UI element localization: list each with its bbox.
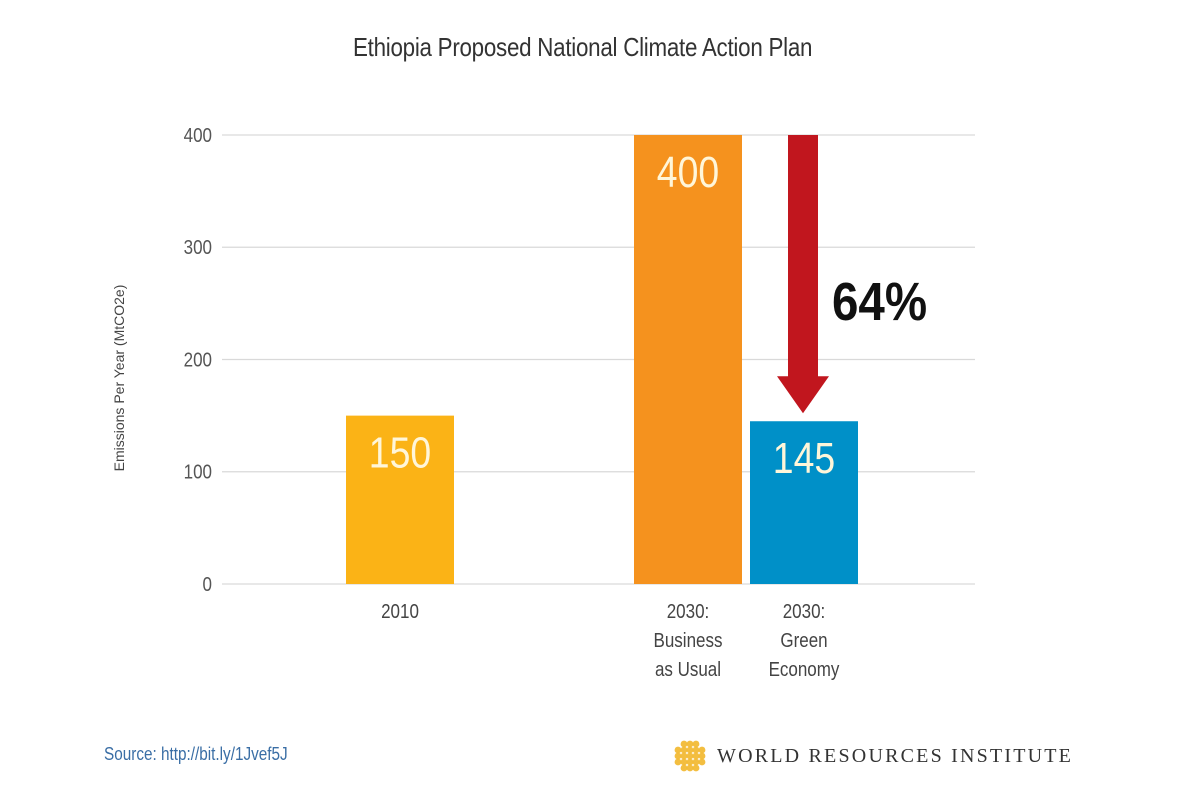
sun-dot <box>698 746 706 754</box>
bars: 150 400 145 <box>346 135 858 584</box>
sun-dot <box>698 758 706 766</box>
x-tick-label: Economy <box>769 658 840 681</box>
sun-dot <box>674 746 682 754</box>
sun-dot <box>686 764 694 772</box>
chart-title: Ethiopia Proposed National Climate Actio… <box>352 32 813 62</box>
y-tick-label: 200 <box>184 348 212 371</box>
sun-dot <box>692 764 700 772</box>
bar <box>634 135 742 584</box>
sun-dot <box>674 758 682 766</box>
sun-dot <box>686 746 694 754</box>
y-axis-label: Emissions Per Year (MtCO2e) <box>111 285 127 472</box>
sun-dot <box>680 764 688 772</box>
bar-value-label: 150 <box>369 428 431 478</box>
bar <box>750 421 858 584</box>
sun-dot <box>692 740 700 748</box>
sun-dot <box>680 746 688 754</box>
bar-value-label: 400 <box>657 147 719 197</box>
x-tick-label: 2030: <box>783 600 826 623</box>
gridlines <box>222 134 975 585</box>
sun-dot <box>680 752 688 760</box>
x-tick-label: 2030: <box>667 600 710 623</box>
y-tick-label: 400 <box>184 124 212 147</box>
x-tick-label: as Usual <box>655 658 721 681</box>
sun-dot <box>686 758 694 766</box>
sun-dot <box>680 740 688 748</box>
x-axis-labels: 2010 2030: Business as Usual 2030: Green Econo… <box>381 600 840 681</box>
sun-dot <box>698 752 706 760</box>
bar-value-label: 145 <box>773 433 835 483</box>
sun-dot <box>692 758 700 766</box>
reduction-annotation: 64% <box>777 135 927 414</box>
sun-dot <box>680 758 688 766</box>
y-tick-label: 300 <box>184 236 212 259</box>
y-tick-label: 100 <box>184 460 212 483</box>
sun-dot <box>692 752 700 760</box>
sun-dot <box>686 752 694 760</box>
down-arrow-icon <box>777 135 829 414</box>
reduction-percent-label: 64% <box>832 271 927 332</box>
sun-dot <box>674 752 682 760</box>
wri-logo-text: WORLD RESOURCES INSTITUTE <box>717 744 1074 767</box>
y-axis-ticks: 0 100 200 300 400 <box>184 124 212 596</box>
wri-sun-icon <box>674 740 706 772</box>
wri-logo: WORLD RESOURCES INSTITUTE <box>673 740 1073 772</box>
bar <box>346 415 454 584</box>
source-link[interactable]: Source: http://bit.ly/1Jvef5J <box>104 744 288 764</box>
sun-dot <box>692 746 700 754</box>
x-tick-label: Business <box>654 629 723 652</box>
x-tick-label: 2010 <box>381 600 419 623</box>
sun-dot <box>686 740 694 748</box>
y-tick-label: 0 <box>203 573 212 596</box>
x-tick-label: Green <box>780 629 827 652</box>
